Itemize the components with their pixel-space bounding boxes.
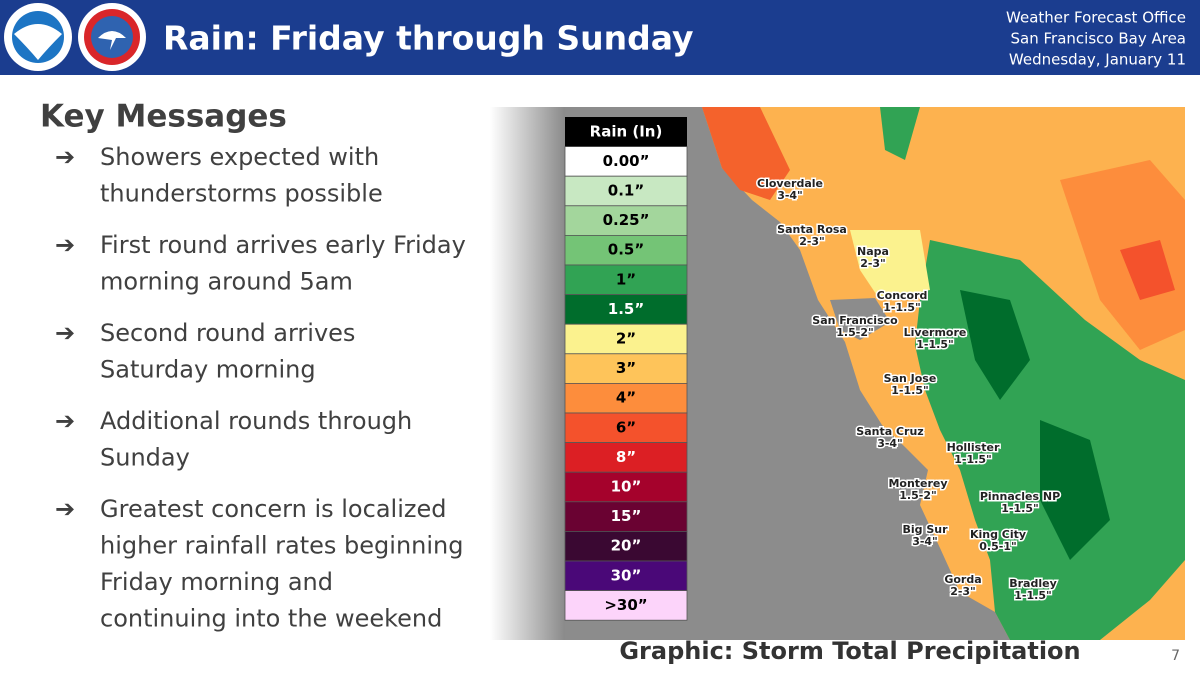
legend-swatch — [564, 382, 688, 414]
place-name: Livermore — [904, 326, 967, 339]
bullet-arrow: ➔ — [55, 495, 75, 523]
place-name: King City — [970, 528, 1026, 541]
legend-swatch — [564, 146, 688, 177]
place-name: Cloverdale — [757, 177, 823, 190]
place-name: Gorda — [944, 573, 981, 586]
bullet-arrow: ➔ — [55, 143, 75, 171]
legend-label: 0.25” — [603, 211, 650, 229]
legend-label: 0.00” — [603, 152, 650, 170]
bullet-text: Saturday morning — [100, 356, 316, 384]
bullet-text: Friday morning and — [100, 568, 333, 596]
legend-swatch — [564, 412, 688, 444]
legend-swatch — [564, 590, 688, 621]
place-amount: 3-4" — [912, 535, 938, 548]
place-amount: 2-3" — [860, 257, 886, 270]
legend-label: 4” — [616, 389, 636, 407]
legend-label: 1” — [616, 270, 636, 288]
place-amount: 1-1.5" — [916, 338, 953, 351]
office-line: San Francisco Bay Area — [1011, 30, 1186, 48]
page-number: 7 — [1171, 648, 1180, 664]
legend-swatch — [564, 442, 688, 473]
place-name: Napa — [857, 245, 889, 258]
legend-header — [565, 117, 687, 147]
place-amount: 3-4" — [877, 437, 903, 450]
bullet-text: Sunday — [100, 444, 190, 472]
place-name: Pinnacles NP — [980, 490, 1060, 503]
bullet-text: Second round arrives — [100, 319, 355, 347]
place-amount: 1-1.5" — [1014, 589, 1051, 602]
legend-swatch — [564, 205, 688, 236]
place-name: Monterey — [888, 477, 947, 490]
legend-label: 0.1” — [608, 182, 644, 200]
place-name: Hollister — [947, 441, 1000, 454]
bullet-list: ➔ Showers expected with thunderstorms poss… — [55, 143, 466, 633]
bullet-arrow: ➔ — [55, 231, 75, 259]
bullet-text: Greatest concern is localized — [100, 495, 446, 523]
bullet-arrow: ➔ — [55, 407, 75, 435]
slide-title: Rain: Friday through Sunday — [163, 19, 694, 58]
caption: Graphic: Storm Total Precipitation — [619, 637, 1080, 665]
place-amount: 1-1.5" — [891, 384, 928, 397]
place-name: Concord — [877, 289, 928, 302]
legend-title: Rain (In) — [590, 122, 663, 140]
legend-swatch — [564, 264, 688, 296]
bullet-text: Showers expected with — [100, 143, 379, 171]
place-name: San Francisco — [812, 314, 898, 327]
nws-logo — [78, 3, 146, 71]
bullet-text: First round arrives early Friday — [100, 231, 466, 259]
legend-label: 8” — [616, 448, 636, 466]
noaa-logo — [4, 3, 72, 71]
place-name: Santa Cruz — [856, 425, 923, 438]
legend-swatch — [564, 175, 688, 207]
place-amount: 1-1.5" — [1001, 502, 1038, 515]
place-amount: 1.5-2" — [836, 326, 873, 339]
legend-label: 30” — [611, 566, 642, 584]
legend-label: 15” — [611, 507, 642, 525]
place-name: Big Sur — [902, 523, 948, 536]
place-amount: 1-1.5" — [954, 453, 991, 466]
legend-label: 2” — [616, 330, 636, 348]
place-amount: 2-3" — [950, 585, 976, 598]
legend-swatch — [564, 294, 688, 325]
legend-label: 10” — [611, 478, 642, 496]
land — [702, 107, 1185, 640]
place-amount: 2-3" — [799, 235, 825, 248]
legend-swatch — [564, 471, 688, 503]
map-fade — [490, 107, 565, 640]
legend-label: 6” — [616, 418, 636, 436]
header-bar — [0, 0, 1200, 75]
place-name: Bradley — [1009, 577, 1057, 590]
legend-label: 20” — [611, 537, 642, 555]
legend: Rain (In) 0.00” 0.1” 0.25” 0.5” 1” 1.5” 2” 3” 4” 6… — [564, 117, 688, 621]
bullet-text: higher rainfall rates beginning — [100, 532, 463, 560]
legend-label: >30” — [604, 596, 647, 614]
place-amount: 3-4" — [777, 189, 803, 202]
legend-swatch — [564, 234, 688, 266]
place-amount: 1-1.5" — [883, 301, 920, 314]
legend-swatch — [564, 353, 688, 384]
bullet-text: continuing into the weekend — [100, 605, 442, 633]
place-amount: 1.5-2" — [899, 489, 936, 502]
place-name: San Jose — [884, 372, 937, 385]
legend-swatch — [564, 560, 688, 592]
legend-label: 0.5” — [608, 241, 644, 259]
office-line: Wednesday, January 11 — [1009, 51, 1186, 69]
bullet-text: thunderstorms possible — [100, 180, 383, 208]
bullet-text: Additional rounds through — [100, 407, 412, 435]
legend-label: 3” — [616, 359, 636, 377]
legend-swatch — [564, 323, 688, 355]
bullet-arrow: ➔ — [55, 319, 75, 347]
legend-swatch — [564, 501, 688, 532]
legend-label: 1.5” — [608, 300, 644, 318]
place-name: Santa Rosa — [777, 223, 847, 236]
legend-swatch — [564, 531, 688, 562]
key-messages-heading: Key Messages — [40, 99, 287, 135]
place-amount: 0.5-1" — [979, 540, 1016, 553]
bullet-text: morning around 5am — [100, 268, 353, 296]
office-line: Weather Forecast Office — [1006, 9, 1186, 27]
